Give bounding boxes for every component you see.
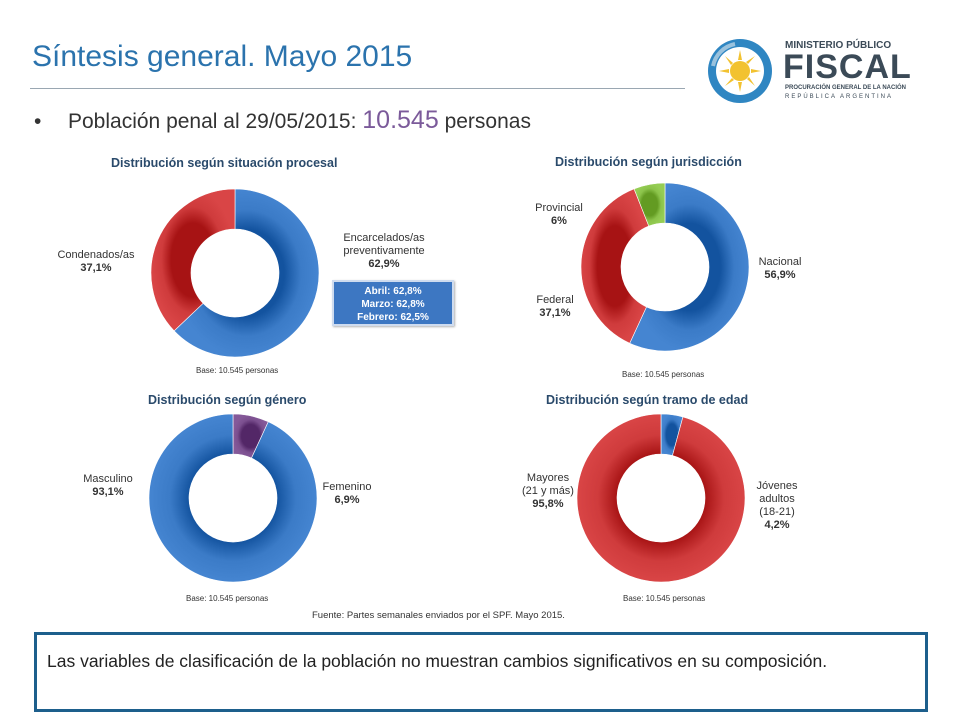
label-name-line: (21 y más): [522, 485, 574, 497]
institution-logo: MINISTERIO PÚBLICO FISCAL PROCURACIÓN GE…: [705, 36, 911, 106]
label-value: 56,9%: [764, 269, 796, 281]
label-value: 62,9%: [368, 258, 400, 270]
conclusion-box: Las variables de clasificación de la pob…: [34, 632, 928, 712]
donut-slice-mayores-21-y-m-s: [576, 413, 746, 583]
note-line: Abril: 62,8%: [364, 286, 422, 297]
source-note: Fuente: Partes semanales enviados por el…: [312, 610, 565, 621]
label-condenados: Condenados/as 37,1%: [48, 249, 144, 275]
label-federal: Federal 37,1%: [524, 294, 586, 320]
label-nacional: Nacional 56,9%: [748, 256, 812, 282]
population-count: 10.545: [362, 106, 439, 134]
label-mayores: Mayores (21 y más) 95,8%: [510, 472, 586, 511]
label-name-line: Encarcelados/as: [343, 232, 425, 244]
label-name-line: Masculino: [83, 473, 133, 485]
label-value: 4,2%: [764, 519, 790, 531]
bullet-icon: •: [34, 110, 42, 133]
label-value: 37,1%: [80, 262, 112, 274]
donut-chart-procesal: [150, 188, 320, 358]
label-masculino: Masculino 93,1%: [72, 473, 144, 499]
label-encarcelados: Encarcelados/as preventivamente 62,9%: [336, 232, 432, 271]
label-name-line: Mayores: [526, 472, 570, 484]
donut-slice-masculino: [148, 413, 318, 583]
previous-months-note: Abril: 62,8% Marzo: 62,8% Febrero: 62,5%: [332, 280, 454, 326]
label-name-line: Nacional: [758, 256, 802, 268]
sun-emblem-icon: [708, 39, 772, 103]
label-name-line: (18-21): [759, 506, 795, 518]
chart-title-edad: Distribución según tramo de edad: [546, 393, 749, 407]
donut-slice-federal: [580, 188, 650, 344]
donut-chart-edad: [576, 413, 746, 583]
base-note: Base: 10.545 personas: [196, 366, 279, 375]
label-name-line: adultos: [759, 493, 795, 505]
chart-title-procesal: Distribución según situación procesal: [111, 156, 338, 170]
summary-colon: :: [350, 110, 357, 133]
label-name-line: Femenino: [322, 481, 372, 493]
logo-line2: FISCAL: [783, 48, 912, 86]
logo-line4: REPÚBLICA ARGENTINA: [785, 94, 894, 100]
label-jovenes: Jóvenes adultos (18-21) 4,2%: [748, 480, 806, 532]
chart-title-jurisdiccion: Distribución según jurisdicción: [555, 155, 742, 169]
label-name-line: Provincial: [535, 202, 583, 214]
base-note: Base: 10.545 personas: [186, 594, 269, 603]
label-value: 95,8%: [532, 498, 564, 510]
chart-title-genero: Distribución según género: [148, 393, 307, 407]
conclusion-text: Las variables de clasificación de la pob…: [47, 651, 828, 671]
logo-line3: PROCURACIÓN GENERAL DE LA NACIÓN: [785, 85, 907, 91]
note-line: Febrero: 62,5%: [357, 312, 429, 323]
title-divider: [30, 88, 685, 89]
summary-suffix: personas: [444, 110, 531, 133]
donut-slice-encarcelados-as-preventivamente: [173, 188, 320, 358]
population-summary: • Población penal al 29/05/2015: 10.545 p…: [34, 106, 531, 135]
label-provincial: Provincial 6%: [526, 202, 592, 228]
label-femenino: Femenino 6,9%: [316, 481, 378, 507]
donut-slice-condenados-as: [150, 188, 236, 332]
label-value: 37,1%: [539, 307, 571, 319]
donut-chart-jurisdiccion: [580, 182, 750, 352]
base-note: Base: 10.545 personas: [622, 370, 705, 379]
label-name-line: Jóvenes: [756, 480, 798, 492]
label-name-line: Federal: [536, 294, 574, 306]
label-name-line: Condenados/as: [57, 249, 135, 261]
donut-chart-genero: [148, 413, 318, 583]
page-title: Síntesis general. Mayo 2015: [32, 40, 413, 73]
base-note: Base: 10.545 personas: [623, 594, 706, 603]
note-line: Marzo: 62,8%: [361, 299, 425, 310]
summary-prefix: Población penal al 29/05/2015: [68, 110, 351, 133]
label-name-line: preventivamente: [343, 245, 425, 257]
donut-slice-provincial: [633, 182, 666, 227]
label-value: 6%: [551, 215, 567, 227]
label-value: 6,9%: [334, 494, 360, 506]
logo-line1: MINISTERIO PÚBLICO: [785, 40, 892, 51]
label-value: 93,1%: [92, 486, 124, 498]
